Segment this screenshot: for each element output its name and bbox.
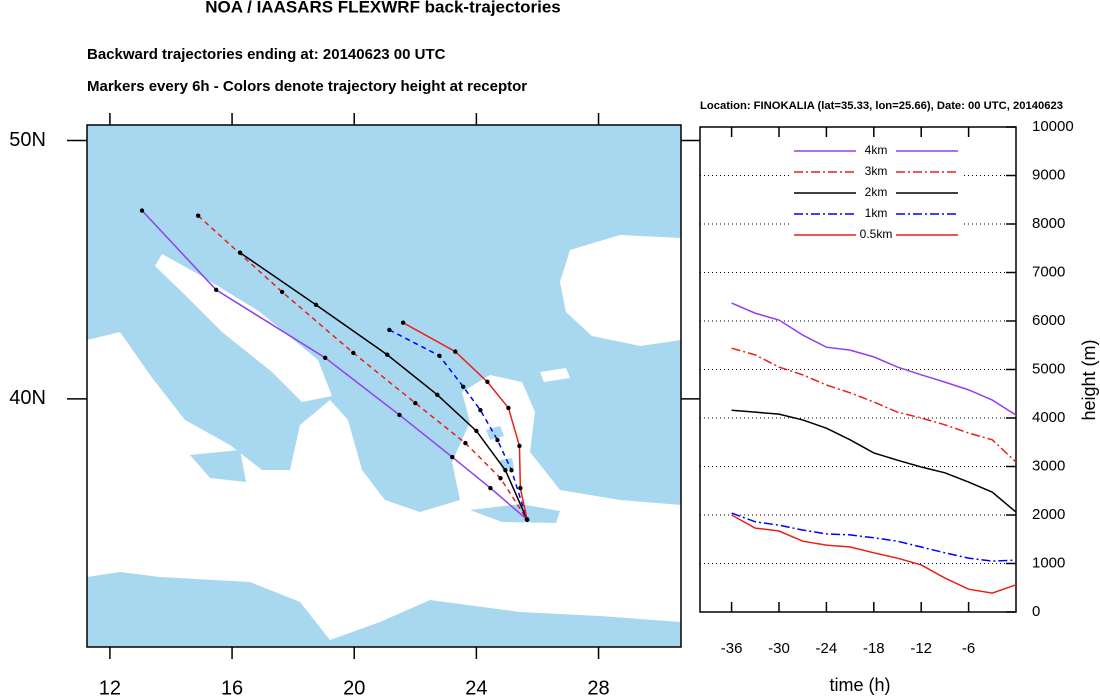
x-tick-label: -30	[768, 640, 790, 657]
trajectory-marker	[450, 454, 455, 460]
island	[190, 450, 246, 482]
trajectory-marker	[495, 437, 500, 443]
trajectory-marker	[478, 407, 483, 413]
x-tick-label: -6	[962, 640, 975, 657]
series-line	[731, 514, 1017, 594]
trajectory-marker	[485, 379, 490, 385]
trajectory-marker	[413, 400, 418, 406]
y-axis-label: height (m)	[1079, 339, 1099, 420]
series-line	[731, 302, 1017, 416]
legend-label: 2km	[865, 185, 888, 199]
y-tick-label: 50N	[9, 129, 46, 151]
y-tick-label: 4000	[1032, 409, 1065, 426]
trajectory-marker	[279, 289, 285, 295]
trajectory-marker	[351, 350, 356, 356]
trajectory-marker	[453, 349, 458, 354]
trajectory-marker	[474, 428, 479, 434]
map-frame	[86, 124, 682, 648]
y-tick-label: 40N	[9, 387, 46, 409]
sea	[560, 235, 681, 346]
legend-label: 3km	[865, 164, 888, 178]
trajectory-marker	[139, 208, 145, 213]
y-tick-label: 2000	[1032, 506, 1065, 523]
trajectory-marker	[397, 412, 402, 418]
y-tick-label: 1000	[1032, 554, 1065, 571]
sea	[540, 368, 570, 382]
trajectory-marker	[463, 440, 468, 446]
legend-label: 4km	[865, 143, 888, 157]
y-tick-label: 7000	[1032, 263, 1065, 280]
trajectory-marker	[524, 517, 530, 522]
trajectory-marker	[435, 392, 440, 397]
y-tick-label: 6000	[1032, 312, 1065, 329]
trajectory-marker	[461, 384, 466, 389]
trajectory-marker	[518, 485, 523, 491]
y-tick-label: 0	[1032, 603, 1040, 620]
trajectory-marker	[506, 405, 511, 411]
trajectory-marker	[488, 485, 493, 491]
sea	[155, 254, 332, 402]
x-tick-label: 12	[99, 677, 121, 699]
map-title: NOA / IAASARS FLEXWRF back-trajectories	[205, 0, 561, 16]
y-tick-label: 9000	[1032, 166, 1065, 183]
trajectory-marker	[509, 468, 514, 473]
legend-label: 1km	[865, 206, 888, 220]
y-tick-label: 8000	[1032, 215, 1065, 232]
trajectory-marker	[323, 355, 328, 361]
legend-background	[791, 139, 961, 252]
trajectory-marker	[400, 320, 406, 325]
island	[470, 504, 560, 523]
plot-title: Location: FINOKALIA (lat=35.33, lon=25.6…	[700, 100, 1063, 112]
y-tick-label: 5000	[1032, 360, 1065, 377]
x-tick-label: -18	[863, 640, 885, 657]
series-line	[731, 512, 1017, 562]
trajectory-marker	[237, 250, 243, 255]
x-tick-label: -24	[816, 640, 838, 657]
x-tick-label: -12	[910, 640, 932, 657]
map-subtitle: Backward trajectories ending at: 2014062…	[87, 46, 446, 63]
series-line	[731, 409, 1017, 513]
trajectory-marker	[503, 468, 508, 473]
x-tick-label: 20	[343, 677, 365, 699]
y-tick-label: 3000	[1032, 457, 1065, 474]
legend-label: 0.5km	[860, 227, 893, 241]
trajectory-marker	[437, 353, 442, 358]
trajectory-marker	[195, 213, 201, 218]
island	[486, 426, 504, 440]
trajectory-marker	[313, 302, 319, 308]
map-background	[87, 125, 681, 647]
x-axis-label: time (h)	[829, 675, 890, 695]
trajectory-marker	[213, 287, 219, 293]
sea	[87, 332, 681, 640]
y-tick-label: 10000	[1032, 118, 1074, 135]
trajectory-marker	[385, 352, 390, 357]
x-tick-label: -36	[721, 640, 743, 657]
trajectory-marker	[517, 443, 522, 449]
x-tick-label: 16	[221, 677, 243, 699]
trajectory-marker	[387, 327, 392, 333]
x-tick-label: 24	[465, 677, 487, 699]
trajectory-marker	[498, 476, 503, 481]
map-subtitle: Markers every 6h - Colors denote traject…	[87, 78, 527, 95]
series-line	[731, 347, 1017, 463]
x-tick-label: 28	[587, 677, 609, 699]
